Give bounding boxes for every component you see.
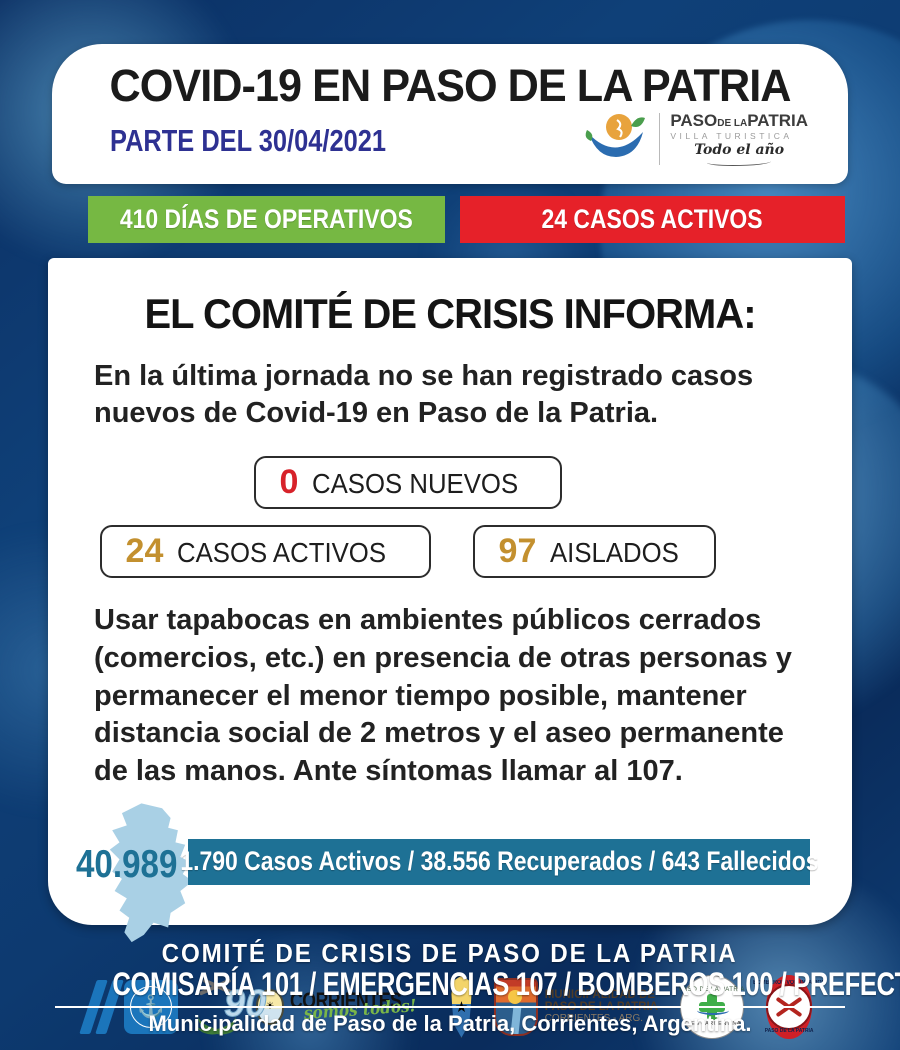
new-cases-label: CASOS NUEVOS	[312, 468, 519, 500]
province-summary-text: 1.790 Casos Activos / 38.556 Recuperados…	[179, 846, 819, 877]
sun-icon	[507, 989, 522, 1004]
police-90-anniversary-logo: 90	[193, 977, 267, 1039]
days-operative-badge: 410 DÍAS DE OPERATIVOS	[88, 196, 445, 243]
header-card: COVID-19 EN PASO DE LA PATRIA PARTE DEL …	[52, 44, 848, 184]
bomberos-arc-top: BOMBEROS VOLUNTARIOS	[752, 979, 826, 986]
brand-subtitle: VILLA TURISTICA	[670, 131, 793, 142]
footer-committee-line: COMITÉ DE CRISIS DE PASO DE LA PATRIA	[162, 938, 738, 968]
municipalidad-line1: MUNICIPALIDAD DE	[544, 988, 655, 1001]
isolated-value: 97	[498, 532, 537, 571]
province-stats: 1.790 Casos Activos / 38.556 Recuperados…	[60, 801, 824, 953]
isolated-label: AISLADOS	[550, 537, 680, 569]
isolated-box: 97 AISLADOS	[472, 525, 717, 579]
footer-phones-line: COMISARÍA 101 / EMERGENCIAS 107 / BOMBER…	[112, 966, 900, 1002]
active-cases-badge: 24 CASOS ACTIVOS	[460, 196, 845, 243]
footer-divider	[55, 1006, 845, 1008]
footer-municipality-line: Municipalidad de Paso de la Patria, Corr…	[148, 1011, 752, 1036]
anniversary-number: 90	[223, 982, 267, 1025]
paso-de-la-patria-icon	[585, 114, 646, 157]
report-card: EL COMITÉ DE CRISIS INFORMA: En la últim…	[48, 258, 852, 1039]
active-cases-box: 24 CASOS ACTIVOS	[99, 525, 431, 579]
bomberos-arc-bottom: PASO DE LA PATRIA	[764, 1027, 814, 1034]
report-date: PARTE DEL 30/04/2021	[110, 123, 387, 158]
new-cases-value: 0	[279, 463, 299, 502]
active-cases-value: 24	[125, 532, 164, 571]
days-operative-label: 410 DÍAS DE OPERATIVOS	[120, 204, 413, 234]
province-total-cases: 40.989	[76, 842, 178, 886]
villa-turistica-logo: PASODE LAPATRIA VILLA TURISTICA Todo el …	[583, 110, 808, 168]
tagline-underline	[707, 158, 772, 166]
report-heading: EL COMITÉ DE CRISIS INFORMA:	[144, 290, 756, 337]
active-cases-box-label: CASOS ACTIVOS	[177, 537, 387, 569]
municipalidad-line3: CORRIENTES - ARG.	[544, 1012, 644, 1024]
province-summary-bar: 1.790 Casos Activos / 38.556 Recuperados…	[180, 838, 818, 885]
brand-name: PASODE LAPATRIA	[670, 111, 808, 131]
corrientes-map-icon	[109, 803, 193, 942]
report-intro: En la última jornada no se han registrad…	[94, 360, 754, 430]
hospital-arc-bottom: CTES - ARGENTINA	[683, 1020, 741, 1027]
brand-tagline: Todo el año	[694, 142, 785, 159]
logo-divider	[659, 113, 661, 165]
new-cases-box: 0 CASOS NUEVOS	[253, 456, 563, 510]
poster-title: COVID-19 EN PASO DE LA PATRIA	[109, 60, 791, 111]
wave-icon	[697, 1006, 729, 1015]
health-advice: Usar tapabocas en ambientes públicos cer…	[94, 604, 792, 787]
active-cases-label: 24 CASOS ACTIVOS	[541, 204, 764, 234]
hospital-arc-top: PASO DE LA PATRIA	[679, 986, 745, 993]
